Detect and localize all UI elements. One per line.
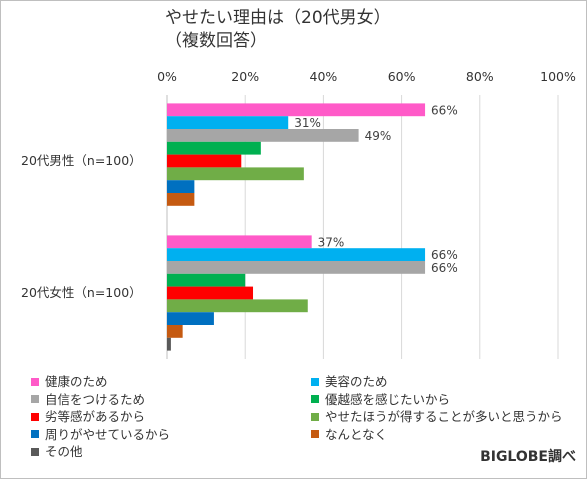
data-label: 66% [431,248,458,262]
legend-item: やせたほうが得することが多いと思うから [311,408,563,426]
legend-swatch [311,377,319,386]
legend-label: 優越感を感じたいから [325,391,451,407]
bar [167,180,195,193]
legend-item: 健康のため [31,373,108,391]
x-tick-label: 60% [388,69,416,84]
bar [167,299,308,313]
data-label: 31% [294,116,321,130]
category-label: 20代女性（n=100） [21,285,142,300]
bar [167,337,171,351]
bar [167,167,304,181]
data-label: 37% [318,235,345,249]
bar [167,129,359,142]
legend-item: 美容のため [311,373,388,391]
legend-swatch [311,395,319,403]
legend-item: 劣等感があるから [31,408,145,426]
legend-swatch [31,412,39,421]
legend-label: 美容のため [325,374,388,389]
x-tick-label: 20% [231,69,259,84]
data-label: 66% [431,261,458,275]
legend-label: 周りがやせているから [45,426,171,442]
source-credit: BIGLOBE調べ [480,449,576,465]
legend-swatch [311,430,319,438]
x-tick-label: 100% [540,69,576,84]
bar [167,103,426,117]
x-tick-label: 80% [466,69,494,84]
legend-swatch [31,377,39,386]
data-label: 49% [365,129,392,143]
chart-title: やせたい理由は（20代男女） （複数回答） [165,8,391,51]
bar [167,248,426,261]
bar [167,193,195,206]
bar [167,286,254,300]
legend-swatch [31,430,39,438]
bar [167,325,183,338]
bar [167,312,214,325]
data-label: 66% [431,103,458,117]
bar [167,235,312,249]
legend-label: 自信をつけるため [45,391,146,407]
legend-swatch [31,395,39,403]
legend-item: 自信をつけるため [31,391,145,409]
legend-label: 健康のため [45,374,108,389]
legend-label: なんとなく [325,426,388,442]
bar [167,141,261,155]
legend-swatch [31,447,39,456]
legend-swatch [311,412,319,421]
legend-item: 優越感を感じたいから [311,391,450,409]
legend-label: その他 [45,444,83,459]
legend-item: 周りがやせているから [31,426,170,444]
bar-chart: 0% 20% 40% 60% 80% 100% 20代男性（n=100） 66% 31% 49% 2… [21,69,576,359]
category-label: 20代男性（n=100） [21,153,142,168]
bar [167,116,289,129]
legend-item: なんとなく [311,426,387,444]
bar [167,154,242,168]
bar [167,273,246,287]
bar [167,261,426,274]
legend-label: やせたほうが得することが多いと思うから [325,409,563,424]
legend-item: その他 [31,443,83,461]
x-tick-label: 0% [157,69,177,84]
x-tick-label: 40% [310,69,338,84]
legend-label: 劣等感があるから [45,409,146,424]
